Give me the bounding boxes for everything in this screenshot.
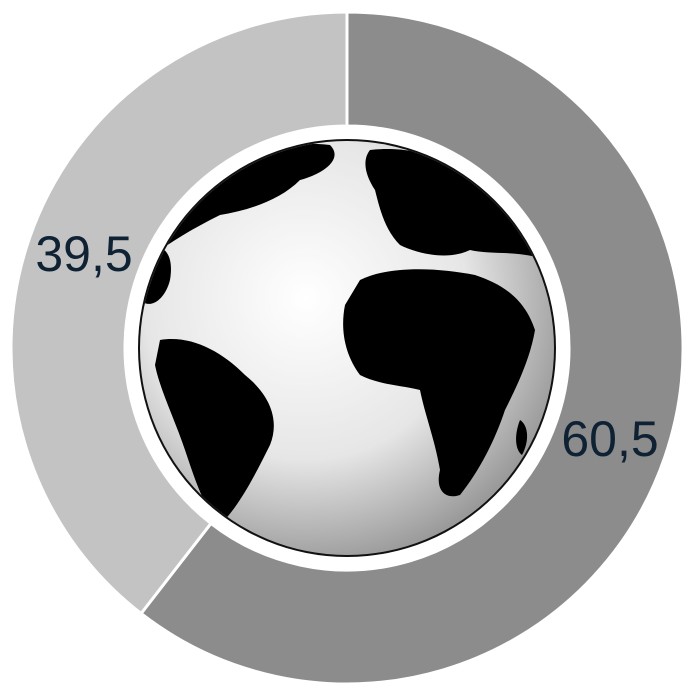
data-label-2: 39,5: [35, 226, 132, 282]
labels-group: 60,5 39,5: [35, 226, 658, 467]
data-label-1: 60,5: [561, 411, 658, 467]
globe-icon: [138, 139, 556, 557]
